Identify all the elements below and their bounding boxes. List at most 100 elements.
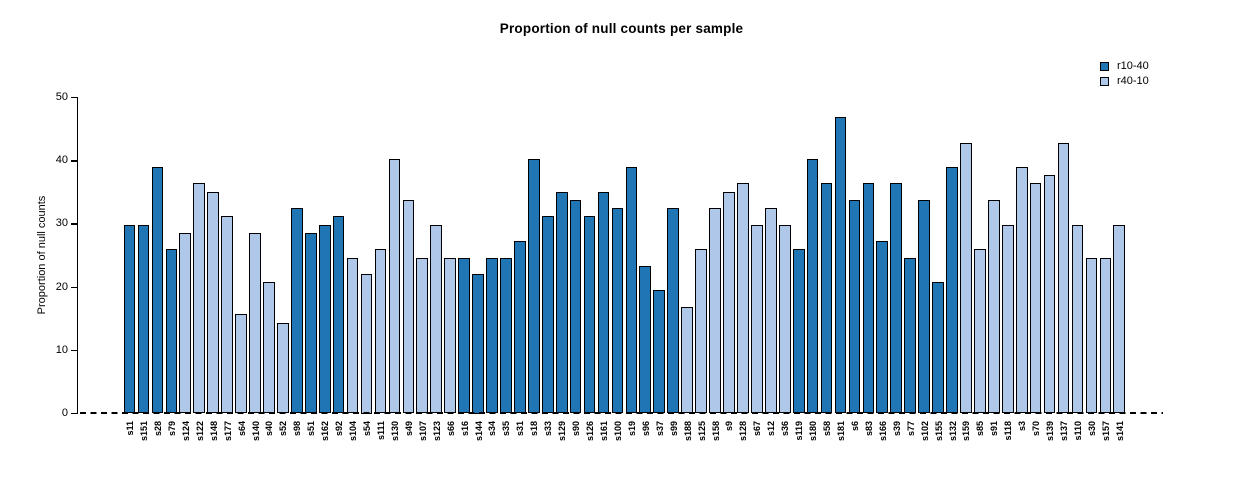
bar-s98 — [290, 208, 303, 414]
x-tick-label-s33: s33 — [543, 421, 554, 437]
legend-label: r40-10 — [1117, 75, 1149, 87]
x-tick-label-s39: s39 — [891, 421, 902, 437]
bar-s64 — [235, 314, 247, 414]
bar-s28 — [151, 167, 164, 414]
bar-s16 — [458, 258, 470, 414]
bar-s155 — [932, 282, 944, 414]
y-tick-label-40: 40 — [55, 154, 68, 167]
bar-s161 — [597, 191, 610, 414]
x-tick-label-s91: s91 — [989, 421, 1000, 437]
bar-s122 — [193, 183, 206, 414]
bar-s123 — [430, 225, 443, 414]
bar-s96 — [639, 265, 652, 414]
bar-s90 — [569, 200, 582, 414]
x-tick-label-s85: s85 — [975, 421, 986, 437]
y-tick-mark-30 — [71, 223, 77, 225]
bar-s52 — [277, 322, 289, 414]
legend-row-r10-40: r10-40 — [1100, 59, 1149, 74]
bar-s79 — [165, 249, 178, 414]
bar-s158 — [709, 208, 721, 414]
bar-s35 — [500, 258, 512, 414]
bar-s140 — [249, 232, 261, 414]
bar-s139 — [1043, 174, 1056, 414]
bar-s137 — [1057, 142, 1070, 414]
chart-title: Proportion of null counts per sample — [499, 21, 744, 36]
x-tick-label-s12: s12 — [766, 421, 777, 437]
x-tick-label-s79: s79 — [166, 421, 177, 437]
bar-s132 — [946, 167, 958, 414]
bar-s51 — [304, 232, 317, 414]
x-tick-label-s37: s37 — [654, 421, 665, 437]
bar-s144 — [472, 274, 484, 414]
x-tick-label-s141: s141 — [1114, 421, 1125, 442]
x-tick-label-s132: s132 — [947, 421, 958, 442]
bar-s36 — [778, 225, 791, 414]
bar-s177 — [221, 215, 233, 414]
x-tick-label-s70: s70 — [1031, 421, 1042, 437]
bar-s118 — [1001, 225, 1014, 414]
bar-s54 — [360, 274, 373, 414]
x-tick-label-s99: s99 — [668, 421, 679, 437]
x-tick-label-s11: s11 — [125, 421, 136, 436]
y-tick-label-10: 10 — [55, 343, 68, 356]
bar-s111 — [374, 249, 387, 414]
x-tick-label-s58: s58 — [822, 421, 833, 437]
bar-s124 — [179, 232, 192, 414]
x-tick-label-s124: s124 — [180, 421, 191, 442]
x-tick-label-s104: s104 — [348, 421, 359, 442]
x-tick-label-s181: s181 — [835, 421, 846, 442]
bar-s66 — [444, 258, 456, 414]
bar-s130 — [388, 159, 401, 414]
bar-s18 — [527, 159, 540, 414]
x-tick-label-s151: s151 — [138, 421, 149, 442]
x-tick-label-s102: s102 — [919, 421, 930, 442]
bar-s159 — [960, 142, 972, 414]
bar-s34 — [486, 258, 498, 414]
bar-s129 — [555, 191, 568, 414]
x-tick-label-s18: s18 — [529, 421, 540, 437]
x-tick-label-s126: s126 — [585, 421, 596, 442]
x-tick-label-s96: s96 — [640, 421, 651, 437]
legend-swatch-icon — [1100, 77, 1109, 86]
x-tick-label-s159: s159 — [961, 421, 972, 442]
x-tick-label-s19: s19 — [626, 421, 637, 437]
bar-s125 — [695, 249, 707, 414]
bar-s30 — [1085, 258, 1098, 414]
x-tick-label-s31: s31 — [515, 421, 526, 437]
x-tick-label-s130: s130 — [389, 421, 400, 442]
zero-baseline-dashed — [80, 412, 1163, 414]
bar-s33 — [541, 215, 554, 414]
x-tick-label-s83: s83 — [863, 421, 874, 437]
x-tick-label-s188: s188 — [682, 421, 693, 442]
x-tick-label-s166: s166 — [877, 421, 888, 442]
bar-s148 — [207, 191, 220, 414]
x-tick-label-s54: s54 — [362, 421, 373, 437]
y-tick-mark-50 — [71, 97, 77, 99]
bar-s58 — [820, 183, 833, 414]
x-tick-label-s100: s100 — [612, 421, 623, 442]
y-tick-mark-10 — [71, 349, 77, 351]
y-tick-label-20: 20 — [55, 280, 68, 293]
bar-s104 — [346, 258, 359, 414]
bar-s99 — [667, 208, 680, 414]
bar-s67 — [751, 225, 763, 414]
x-tick-label-s35: s35 — [501, 421, 512, 437]
x-tick-label-s118: s118 — [1003, 421, 1014, 441]
bar-s11 — [123, 224, 136, 414]
x-tick-label-s92: s92 — [334, 421, 345, 437]
bar-s70 — [1029, 183, 1042, 414]
bar-s180 — [806, 159, 819, 414]
bar-s37 — [653, 290, 666, 414]
bar-s19 — [625, 167, 638, 414]
x-tick-label-s67: s67 — [752, 421, 763, 437]
y-tick-mark-40 — [71, 160, 77, 162]
y-tick-label-0: 0 — [61, 406, 68, 419]
x-tick-label-s107: s107 — [417, 421, 428, 442]
bar-s157 — [1099, 258, 1112, 414]
bar-s9 — [723, 191, 735, 414]
x-tick-label-s6: s6 — [849, 421, 860, 432]
bar-s83 — [862, 183, 875, 414]
bar-s151 — [137, 224, 150, 414]
x-tick-label-s3: s3 — [1017, 421, 1028, 432]
